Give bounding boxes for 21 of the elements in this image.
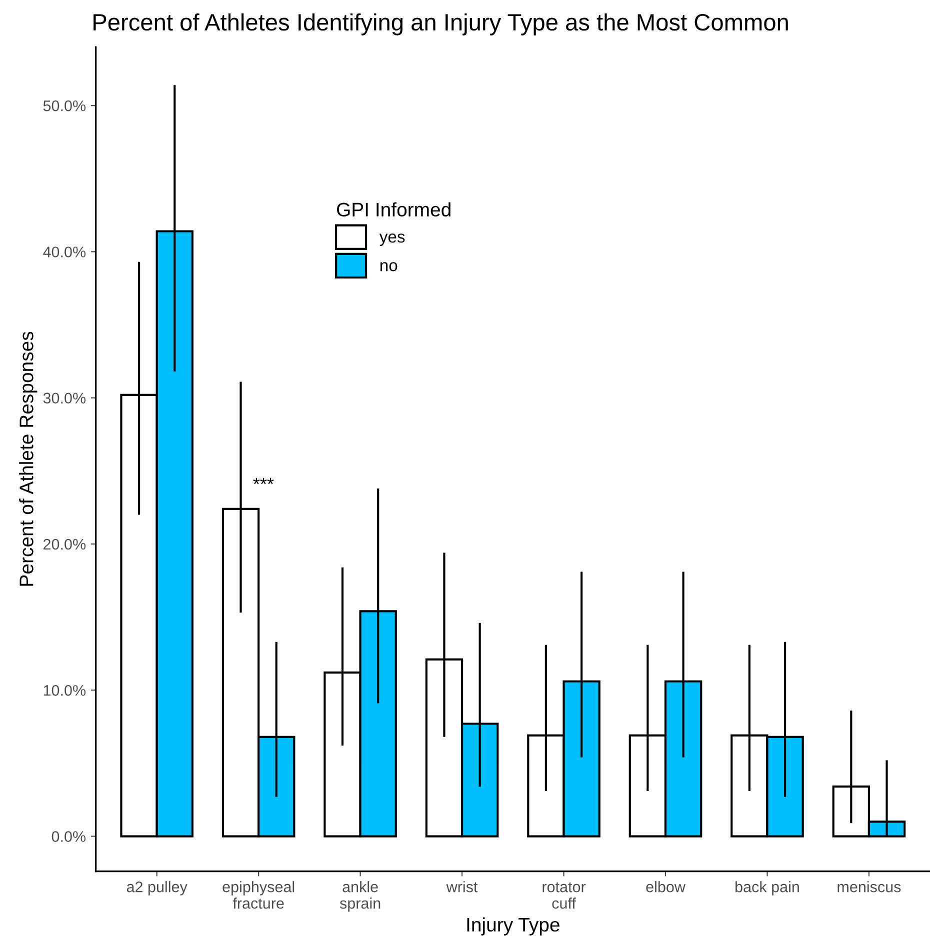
legend-label: no: [380, 262, 398, 272]
y-tick-label: 40.0%: [43, 246, 86, 258]
x-tick-label: epiphyseal fracture: [222, 881, 294, 909]
x-tick-label: meniscus: [838, 881, 901, 892]
chart-title: Percent of Athletes Identifying an Injury Type as the Most Common: [94, 13, 788, 36]
x-tick-label: back pain: [736, 881, 799, 896]
y-tick-label: 0.0%: [52, 831, 86, 842]
y-tick-label: 50.0%: [43, 100, 86, 112]
legend-title: GPI Informed: [337, 202, 450, 217]
y-tick-label: 30.0%: [43, 392, 86, 404]
y-axis-title: Percent of Athlete Responses: [19, 332, 38, 586]
legend-label: yes: [379, 234, 405, 246]
annotation: ***: [253, 478, 274, 484]
x-tick-label: wrist: [446, 881, 478, 892]
x-tick-label: elbow: [646, 881, 686, 892]
y-tick-label: 20.0%: [44, 538, 86, 550]
x-tick-label: ankle sprain: [340, 881, 380, 912]
y-tick-label: 10.0%: [44, 685, 86, 696]
x-tick-label: rotator cuff: [542, 882, 586, 909]
x-axis-title: Injury Type: [467, 917, 560, 936]
x-tick-label: a2 pulley: [126, 881, 188, 896]
